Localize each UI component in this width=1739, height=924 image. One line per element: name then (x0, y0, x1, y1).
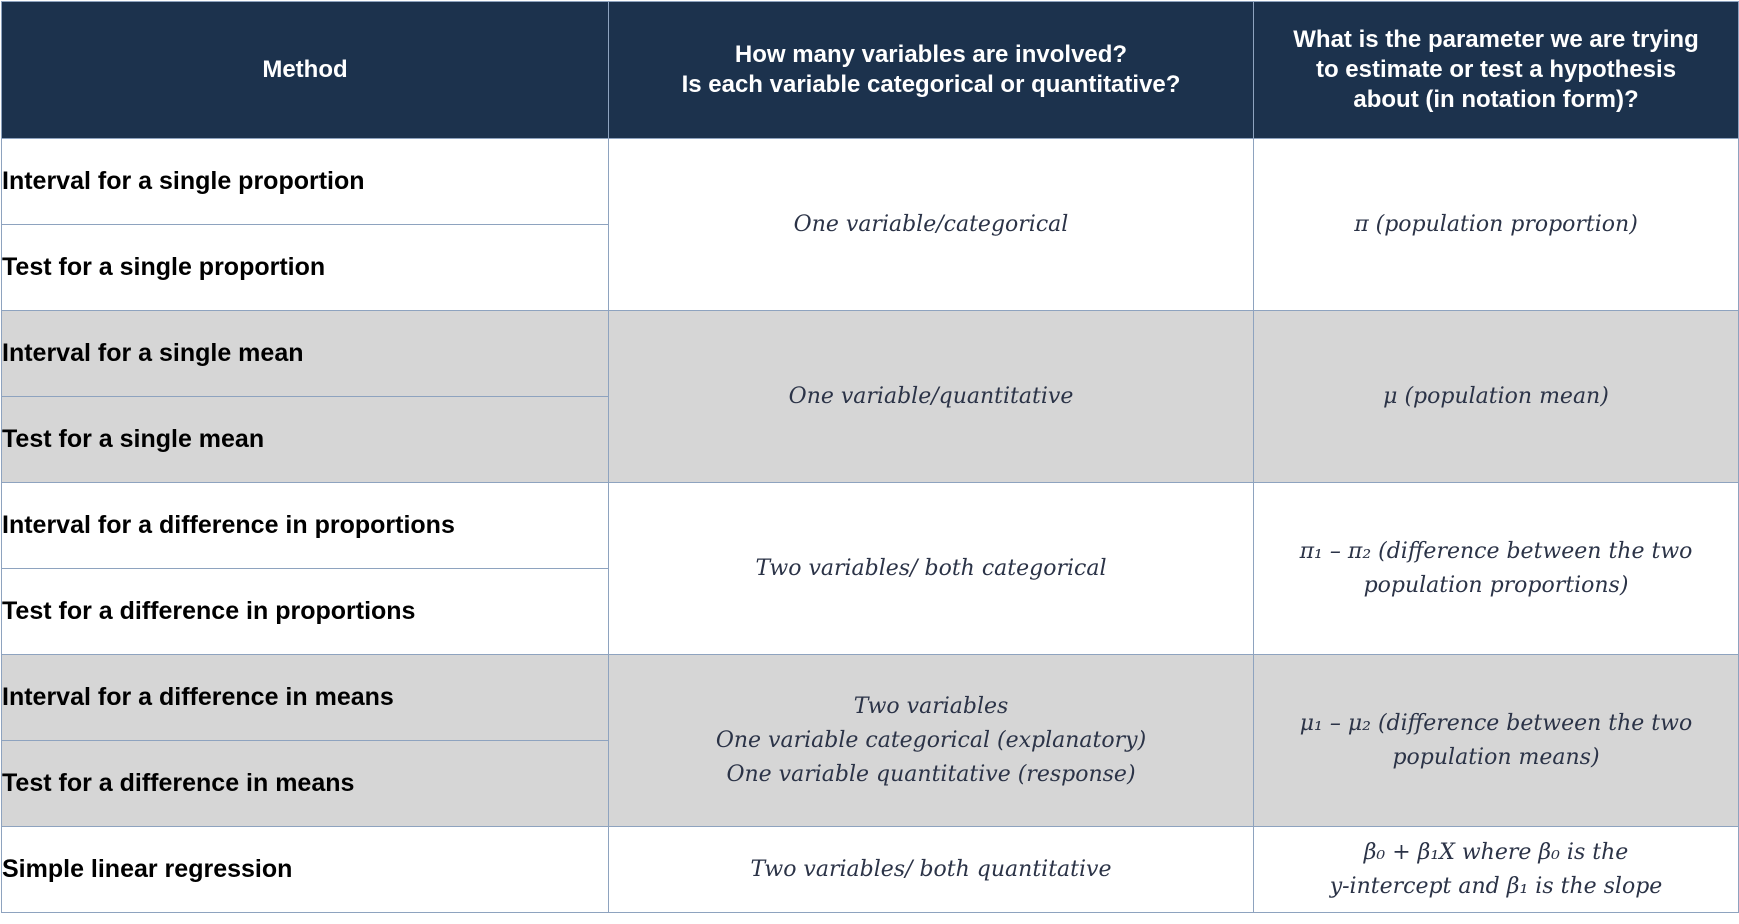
variables-line: One variable categorical (explanatory) (715, 727, 1147, 753)
header-parameter-line-1: What is the parameter we are trying (1293, 26, 1699, 53)
table-row: Simple linear regression Two variables/ … (1, 826, 1739, 913)
method-cell: Test for a single proportion (1, 224, 609, 311)
header-parameter: What is the parameter we are trying to e… (1253, 1, 1739, 139)
table-row: Interval for a single mean One variable/… (1, 310, 1739, 483)
parameter-line: π₁ – π₂ (difference between the two (1299, 538, 1693, 564)
variables-line: Two variables/ both categorical (755, 555, 1107, 581)
header-parameter-line-2: to estimate or test a hypothesis (1315, 56, 1677, 83)
parameter-line: y-intercept and β₁ is the slope (1329, 873, 1663, 899)
parameter-cell: μ (population mean) (1253, 310, 1739, 483)
variables-cell: Two variables/ both quantitative (608, 826, 1254, 913)
method-cell: Test for a single mean (1, 396, 609, 483)
table-row: Interval for a difference in means Two v… (1, 654, 1739, 827)
parameter-cell: π₁ – π₂ (difference between the two popu… (1253, 482, 1739, 655)
parameter-line: population proportions) (1363, 572, 1629, 598)
table-row: Interval for a single proportion One var… (1, 138, 1739, 311)
table-row: Test for a difference in means (1, 740, 1739, 827)
parameter-line: μ (population mean) (1383, 383, 1609, 409)
table-row: Interval for a difference in proportions… (1, 482, 1739, 655)
method-cell: Test for a difference in means (1, 740, 609, 827)
parameter-line: population means) (1392, 744, 1600, 770)
variables-cell: Two variables One variable categorical (… (608, 654, 1254, 827)
header-variables: How many variables are involved? Is each… (608, 1, 1254, 139)
method-cell: Interval for a single mean (1, 310, 609, 397)
parameter-cell: β₀ + β₁X where β₀ is the y-intercept and… (1253, 826, 1739, 913)
variables-cell: One variable/categorical (608, 138, 1254, 311)
parameter-line: β₀ + β₁X where β₀ is the (1363, 839, 1629, 865)
method-cell: Interval for a single proportion (1, 138, 609, 225)
header-method: Method (1, 1, 609, 139)
variables-line: One variable/categorical (793, 211, 1069, 237)
method-cell: Simple linear regression (1, 826, 609, 913)
parameter-cell: μ₁ – μ₂ (difference between the two popu… (1253, 654, 1739, 827)
header-parameter-line-3: about (in notation form)? (1353, 86, 1639, 113)
variables-line: Two variables (853, 693, 1009, 719)
method-cell: Test for a difference in proportions (1, 568, 609, 655)
variables-cell: Two variables/ both categorical (608, 482, 1254, 655)
parameter-line: π (population proportion) (1354, 211, 1638, 237)
header-variables-line-1: How many variables are involved? (734, 41, 1128, 68)
table-row: Test for a single proportion (1, 224, 1739, 311)
table-row: Test for a single mean (1, 396, 1739, 483)
variables-cell: One variable/quantitative (608, 310, 1254, 483)
method-cell: Interval for a difference in means (1, 654, 609, 741)
variables-line: One variable/quantitative (788, 383, 1074, 409)
variables-line: One variable quantitative (response) (726, 761, 1136, 787)
header-variables-line-2: Is each variable categorical or quantita… (681, 71, 1181, 98)
parameter-cell: π (population proportion) (1253, 138, 1739, 311)
variables-line: Two variables/ both quantitative (750, 856, 1112, 882)
header-row: Method How many variables are involved? … (1, 1, 1739, 139)
method-cell: Interval for a difference in proportions (1, 482, 609, 569)
parameter-line: μ₁ – μ₂ (difference between the two (1299, 710, 1693, 736)
